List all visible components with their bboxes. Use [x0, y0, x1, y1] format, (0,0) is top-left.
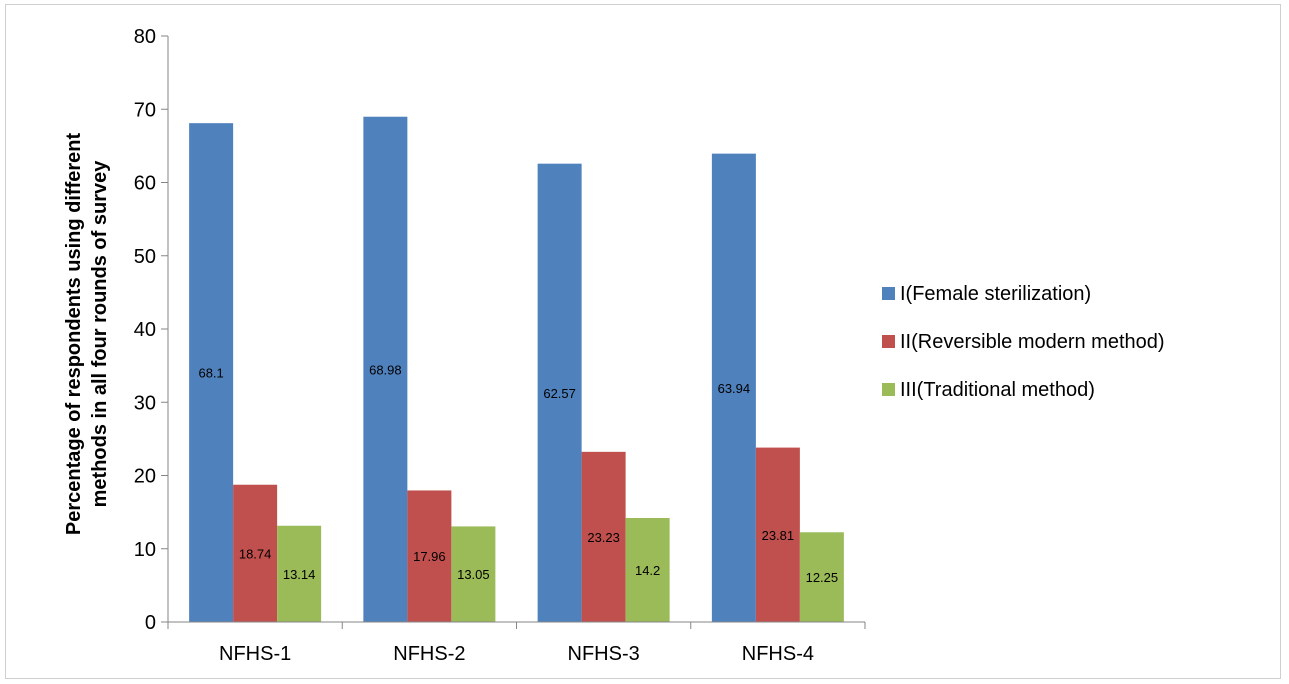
- bar: [407, 490, 452, 622]
- data-label: 23.81: [762, 528, 795, 543]
- y-axis-title-line: Percentage of respondents using differen…: [63, 133, 85, 536]
- y-tick-label: 40: [134, 319, 156, 341]
- y-tick-label: 10: [134, 539, 156, 561]
- bar: [233, 484, 278, 622]
- y-axis-ticks: 0 10 20 30 40 50 60 70 80: [134, 26, 168, 634]
- bar-chart: Percentage of respondents using differen…: [63, 26, 1165, 665]
- data-label: 13.05: [457, 567, 490, 582]
- legend-swatch: [882, 287, 895, 300]
- bars: [189, 116, 844, 622]
- bar: [451, 526, 496, 622]
- chart-frame: Percentage of respondents using differen…: [5, 4, 1281, 679]
- bar: [277, 525, 322, 622]
- bar: [625, 517, 670, 622]
- data-label: 13.14: [283, 567, 316, 582]
- y-tick-label: 20: [134, 466, 156, 488]
- data-label: 12.25: [806, 570, 839, 585]
- y-tick-label: 70: [134, 99, 156, 121]
- x-category-label: NFHS-4: [742, 643, 814, 665]
- bar: [581, 451, 626, 622]
- y-tick-label: 60: [134, 173, 156, 195]
- x-axis-labels: NFHS-1 NFHS-2 NFHS-3 NFHS-4: [219, 643, 814, 665]
- y-tick-label: 0: [145, 612, 156, 634]
- data-label: 63.94: [718, 381, 751, 396]
- bar: [799, 532, 844, 622]
- bar: [189, 123, 234, 622]
- data-label: 62.57: [543, 386, 576, 401]
- legend-label: III(Traditional method): [900, 379, 1095, 401]
- x-category-label: NFHS-1: [219, 643, 291, 665]
- y-tick-label: 50: [134, 246, 156, 268]
- data-label: 23.23: [587, 530, 620, 545]
- bar: [363, 116, 408, 622]
- x-category-label: NFHS-2: [393, 643, 465, 665]
- axes: [167, 36, 866, 629]
- bar: [537, 163, 582, 622]
- bar: [755, 447, 800, 622]
- data-label: 68.98: [369, 362, 402, 377]
- legend-swatch: [882, 383, 895, 396]
- y-tick-label: 30: [134, 392, 156, 414]
- legend-swatch: [882, 335, 895, 348]
- data-label: 18.74: [239, 546, 272, 561]
- data-label: 17.96: [413, 549, 446, 564]
- y-axis-title: Percentage of respondents using differen…: [63, 133, 111, 536]
- data-label: 68.1: [198, 366, 223, 381]
- legend: I(Female sterilization) II(Reversible mod…: [882, 283, 1165, 401]
- data-labels: 68.1 18.74 13.14 68.98 17.96 13.05 62.57 23.23 1…: [198, 362, 838, 585]
- legend-label: II(Reversible modern method): [900, 331, 1165, 353]
- legend-label: I(Female sterilization): [900, 283, 1091, 305]
- bar: [711, 153, 756, 622]
- y-axis-title-line: methods in all four rounds of survey: [89, 160, 111, 508]
- y-tick-label: 80: [134, 26, 156, 48]
- x-category-label: NFHS-3: [568, 643, 640, 665]
- data-label: 14.2: [635, 563, 660, 578]
